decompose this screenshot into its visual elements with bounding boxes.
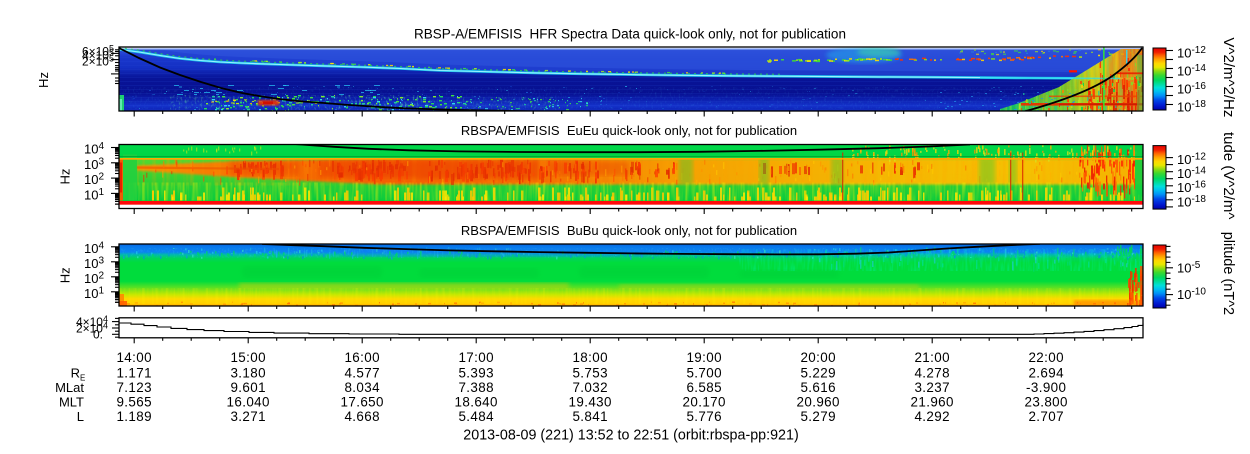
svg-text:5.279: 5.279 (800, 409, 836, 424)
svg-text:1.171: 1.171 (116, 366, 152, 381)
svg-text:18:00: 18:00 (572, 350, 608, 365)
svg-text:4×105: 4×105 (82, 48, 114, 63)
svg-text:22:00: 22:00 (1028, 350, 1064, 365)
svg-text:5.700: 5.700 (686, 366, 722, 381)
svg-text:5.753: 5.753 (572, 366, 608, 381)
svg-text:Hz: Hz (58, 267, 73, 283)
svg-text:MLat: MLat (55, 380, 84, 395)
svg-text:Hz: Hz (36, 72, 51, 88)
svg-text:6×105: 6×105 (82, 43, 114, 58)
svg-text:19:00: 19:00 (686, 350, 722, 365)
svg-text:7.032: 7.032 (572, 380, 608, 395)
svg-text:2×104: 2×104 (76, 320, 108, 335)
svg-text:3.271: 3.271 (230, 409, 266, 424)
svg-text:14:00: 14:00 (116, 350, 152, 365)
svg-text:5.484: 5.484 (458, 409, 494, 424)
svg-text:2.707: 2.707 (1028, 409, 1064, 424)
svg-text:5.616: 5.616 (800, 380, 836, 395)
svg-text:tude (V^2/m^: tude (V^2/m^ (1220, 132, 1237, 219)
svg-text:0.: 0. (93, 328, 103, 342)
svg-text:5.841: 5.841 (572, 409, 608, 424)
svg-text:5.393: 5.393 (458, 366, 494, 381)
svg-text:20.960: 20.960 (797, 395, 840, 410)
svg-text:3.180: 3.180 (230, 366, 266, 381)
svg-text:4.292: 4.292 (914, 409, 950, 424)
svg-text:4.577: 4.577 (344, 366, 380, 381)
svg-text:2013-08-09 (221) 13:52 to 22:5: 2013-08-09 (221) 13:52 to 22:51 (orbit:r… (463, 428, 798, 444)
svg-text:9.565: 9.565 (116, 395, 152, 410)
svg-text:2×105: 2×105 (82, 54, 114, 69)
svg-text:9.601: 9.601 (230, 380, 266, 395)
svg-text:E: E (80, 374, 85, 383)
svg-text:5.229: 5.229 (800, 366, 836, 381)
svg-text:Hz: Hz (58, 169, 73, 185)
svg-text:RBSPA/EMFISIS EuEu quick-look: RBSPA/EMFISIS EuEu quick-look only, not … (461, 123, 797, 138)
svg-text:7.388: 7.388 (458, 380, 494, 395)
svg-text:4.278: 4.278 (914, 366, 950, 381)
svg-text:15:00: 15:00 (230, 350, 266, 365)
svg-text:2.694: 2.694 (1028, 366, 1064, 381)
svg-text:4.668: 4.668 (344, 409, 380, 424)
svg-text:17:00: 17:00 (458, 350, 494, 365)
svg-text:RBSPA/EMFISIS BuBu quick-look: RBSPA/EMFISIS BuBu quick-look only, not … (461, 223, 797, 238)
svg-text:18.640: 18.640 (455, 395, 498, 410)
svg-text:MLT: MLT (59, 395, 84, 410)
svg-text:4×104: 4×104 (76, 314, 108, 329)
svg-text:20.170: 20.170 (683, 395, 726, 410)
svg-text:3.237: 3.237 (914, 380, 950, 395)
svg-text:21.960: 21.960 (911, 395, 954, 410)
svg-text:-3.900: -3.900 (1026, 380, 1066, 395)
svg-text:R: R (71, 366, 80, 381)
svg-text:5.776: 5.776 (686, 409, 722, 424)
svg-text:V^2/m^2/Hz: V^2/m^2/Hz (1220, 37, 1237, 117)
svg-text:8.034: 8.034 (344, 380, 380, 395)
svg-text:7.123: 7.123 (116, 380, 152, 395)
svg-text:6.585: 6.585 (686, 380, 722, 395)
svg-text:21:00: 21:00 (914, 350, 950, 365)
svg-text:20:00: 20:00 (800, 350, 836, 365)
svg-text:1.189: 1.189 (116, 409, 152, 424)
svg-text:17.650: 17.650 (341, 395, 384, 410)
svg-text:RBSP-A/EMFISIS HFR Spectra Da: RBSP-A/EMFISIS HFR Spectra Data quick-lo… (414, 27, 846, 42)
svg-text:16.040: 16.040 (227, 395, 270, 410)
svg-text:16:00: 16:00 (344, 350, 380, 365)
svg-text:19.430: 19.430 (569, 395, 612, 410)
svg-text:L: L (77, 409, 84, 424)
svg-text:plitude (nT^2: plitude (nT^2 (1220, 232, 1236, 315)
svg-text:23.800: 23.800 (1025, 395, 1068, 410)
